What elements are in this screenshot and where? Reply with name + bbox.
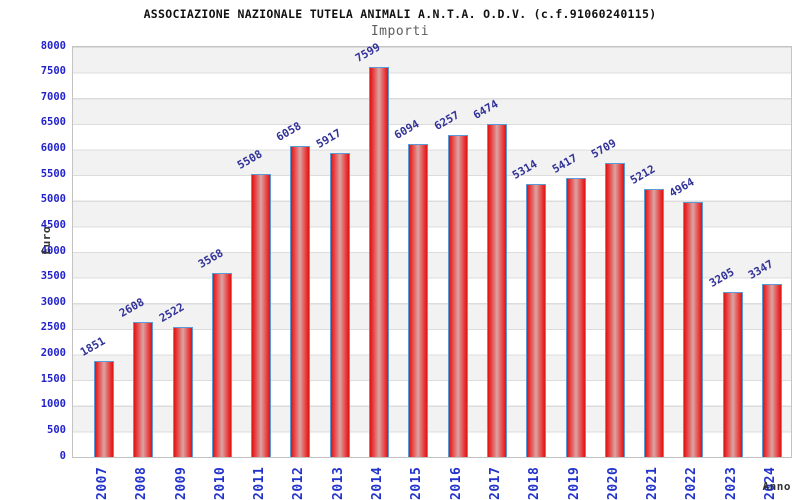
- bar-value-label: 3347: [745, 257, 776, 283]
- bar-2009: [172, 326, 193, 457]
- y-tick-label: 7500: [40, 65, 66, 78]
- x-tick-label: 2022: [684, 466, 700, 500]
- bar-value-label: 4964: [667, 174, 697, 200]
- y-tick-label: 2500: [40, 321, 66, 334]
- y-tick-label: 7000: [40, 90, 66, 103]
- x-tick-label: 2013: [330, 466, 346, 500]
- y-tick-label: 8000: [40, 39, 66, 52]
- plot-area: 1851 2608 2522 3568 5508 6058 5917 7599 6094 6257…: [72, 40, 792, 458]
- bar-2018: [526, 183, 547, 457]
- bar-2021: [644, 188, 665, 457]
- x-tick-label: 2020: [605, 466, 621, 500]
- x-tick-label: 2019: [566, 466, 582, 500]
- x-tick-label: 2008: [134, 466, 150, 500]
- bar-2012: [290, 145, 311, 457]
- x-tick-label: 2009: [173, 466, 189, 500]
- bar-value-label: 5709: [588, 136, 619, 162]
- chart-subtitle: Importi: [370, 24, 430, 39]
- x-tick-label: 2007: [95, 466, 110, 500]
- bar-2008: [133, 322, 154, 457]
- bar-value-label: 6094: [392, 117, 422, 142]
- x-tick-label: 2017: [487, 466, 503, 500]
- bar-value-label: 5314: [510, 157, 540, 182]
- bar-2017: [486, 124, 507, 457]
- bar-2011: [251, 173, 272, 457]
- y-tick-label: 500: [47, 423, 66, 436]
- bar-value-label: 5212: [628, 162, 658, 187]
- y-tick-label: 0: [59, 449, 66, 462]
- bar-value-label: 5917: [313, 126, 344, 151]
- bar-value-label: 5417: [549, 151, 579, 177]
- x-tick-label: 2014: [370, 466, 386, 500]
- bar-2016: [447, 135, 468, 457]
- bar-value-label: 3205: [706, 265, 737, 290]
- bar-2007: [94, 361, 114, 457]
- y-tick-label: 3000: [40, 295, 66, 308]
- x-tick-label: 2015: [409, 466, 425, 500]
- bar-value-label: 6058: [274, 118, 304, 144]
- y-tick-label: 5000: [40, 193, 66, 206]
- bar-2014: [369, 66, 390, 457]
- y-tick-label: 1500: [40, 372, 66, 385]
- y-tick-label: 1000: [40, 398, 66, 411]
- bar-2022: [683, 201, 704, 457]
- x-tick-label: 2021: [645, 466, 661, 500]
- y-tick-label: 4500: [40, 218, 66, 231]
- bar-2013: [329, 152, 350, 457]
- bar-value-label: 6474: [470, 97, 501, 123]
- y-tick-label: 6000: [40, 142, 66, 154]
- bar-2023: [722, 291, 743, 457]
- bar-value-label: 5508: [235, 147, 265, 172]
- y-tick-label: 3500: [40, 270, 66, 283]
- x-tick-label: 2018: [527, 466, 543, 500]
- x-tick-label: 2012: [291, 466, 307, 500]
- y-tick-label: 6500: [40, 116, 66, 129]
- bar-value-label: 6257: [431, 108, 462, 134]
- bar-2020: [604, 163, 625, 457]
- y-axis-title: Euro: [40, 226, 53, 255]
- y-tick-label: 5500: [40, 167, 66, 180]
- bar-2010: [211, 273, 232, 457]
- x-tick-label: 2023: [723, 466, 739, 500]
- bar-2019: [565, 178, 586, 457]
- bar-value-label: 7599: [353, 39, 383, 65]
- x-tick-label: 2010: [212, 466, 228, 500]
- chart-title: ASSOCIAZIONE NAZIONALE TUTELA ANIMALI A.…: [143, 7, 657, 21]
- x-tick-label: 2011: [252, 466, 268, 500]
- bar-2024: [761, 284, 782, 457]
- bar-value-label: 2522: [156, 300, 187, 325]
- x-axis-title: Anno: [762, 480, 791, 493]
- bar-value-label: 2608: [117, 295, 147, 321]
- y-tick-label: 2000: [40, 347, 66, 359]
- bar-2015: [408, 143, 429, 457]
- x-tick-label: 2016: [448, 466, 464, 500]
- bar-value-label: 3568: [195, 246, 226, 272]
- bar-value-label: 1851: [78, 334, 108, 360]
- y-tick-label: 4000: [40, 244, 66, 257]
